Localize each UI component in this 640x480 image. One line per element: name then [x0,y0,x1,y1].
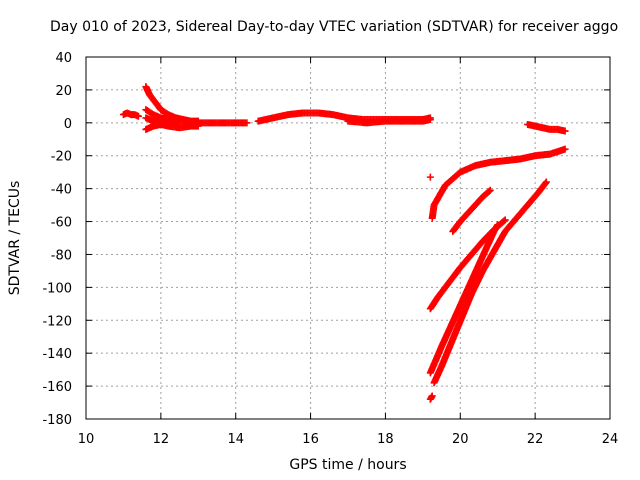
data-point [134,112,142,120]
chart-title: Day 010 of 2023, Sidereal Day-to-day VTE… [50,19,618,35]
data-point [426,173,434,181]
data-point [542,179,550,187]
x-tick-label: 22 [527,432,544,447]
x-tick-label: 16 [302,432,319,447]
grid-lines [86,57,610,419]
y-tick-label: 20 [55,84,72,99]
data-point [501,216,509,224]
y-tick-label: -120 [42,314,72,329]
x-tick-label: 10 [78,432,95,447]
data-point [542,178,550,186]
data-point [486,186,494,194]
y-tick-label: -80 [51,248,72,263]
data-marks [119,83,569,403]
data-point [561,145,569,153]
data-point [561,127,569,135]
data-point [485,187,493,195]
y-tick-label: -140 [42,347,72,362]
y-tick-label: -60 [51,216,72,231]
x-tick-label: 14 [227,432,244,447]
data-point [172,120,180,128]
data-point [243,119,251,127]
data-point [426,116,434,124]
y-tick-label: -100 [42,281,72,296]
axis-ticks: 10 12 14 16 18 20 22 24 40 20 0 -20 -40 -60 -80 -100 -12… [42,51,618,447]
y-tick-label: -160 [42,380,72,395]
y-tick-label: -40 [51,183,72,198]
plot-frame [85,56,611,420]
x-tick-label: 24 [602,432,619,447]
data-point [500,217,508,225]
y-tick-label: -180 [42,413,72,428]
x-tick-label: 20 [452,432,469,447]
x-tick-label: 18 [377,432,394,447]
y-tick-label: 0 [64,117,72,132]
y-tick-label: -20 [51,150,72,165]
data-point [494,221,502,229]
x-tick-label: 12 [153,432,170,447]
y-tick-label: 40 [55,51,72,66]
y-axis-label: SDTVAR / TECUs [7,181,23,296]
data-point [428,392,436,400]
x-axis-label: GPS time / hours [289,457,406,473]
